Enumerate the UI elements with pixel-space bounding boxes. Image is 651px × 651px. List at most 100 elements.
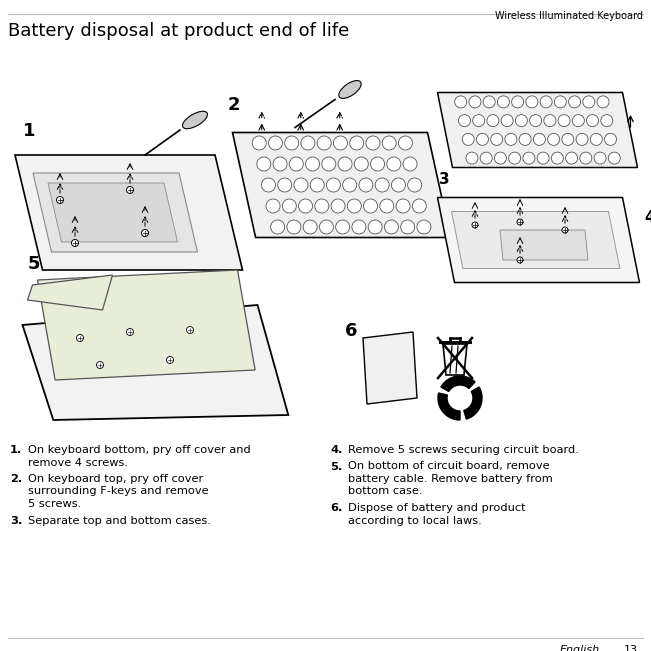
Circle shape xyxy=(497,96,510,108)
Circle shape xyxy=(126,329,133,335)
Circle shape xyxy=(590,133,602,145)
Text: Remove 5 screws securing circuit board.: Remove 5 screws securing circuit board. xyxy=(348,445,579,455)
Polygon shape xyxy=(441,376,475,391)
Circle shape xyxy=(310,178,324,192)
Circle shape xyxy=(252,136,266,150)
Polygon shape xyxy=(363,332,417,404)
Text: remove 4 screws.: remove 4 screws. xyxy=(28,458,128,467)
Circle shape xyxy=(508,152,521,164)
Ellipse shape xyxy=(339,81,361,98)
Circle shape xyxy=(322,157,336,171)
Circle shape xyxy=(400,220,415,234)
Circle shape xyxy=(580,152,592,164)
Polygon shape xyxy=(437,92,637,167)
Text: bottom case.: bottom case. xyxy=(348,486,422,497)
Circle shape xyxy=(271,220,284,234)
Polygon shape xyxy=(452,212,620,268)
Circle shape xyxy=(141,230,148,236)
Text: 3.: 3. xyxy=(10,516,22,525)
Circle shape xyxy=(350,136,364,150)
Circle shape xyxy=(283,199,296,213)
Text: Separate top and bottom cases.: Separate top and bottom cases. xyxy=(28,516,211,525)
Circle shape xyxy=(370,157,385,171)
Circle shape xyxy=(331,199,345,213)
Circle shape xyxy=(403,157,417,171)
Polygon shape xyxy=(48,183,178,242)
Circle shape xyxy=(501,115,513,127)
Circle shape xyxy=(262,178,275,192)
Text: 4.: 4. xyxy=(330,445,342,455)
Circle shape xyxy=(473,115,485,127)
Text: according to local laws.: according to local laws. xyxy=(348,516,482,525)
Circle shape xyxy=(317,136,331,150)
Text: English: English xyxy=(560,645,600,651)
Polygon shape xyxy=(232,133,450,238)
Circle shape xyxy=(354,157,368,171)
Text: 2.: 2. xyxy=(10,474,22,484)
Circle shape xyxy=(375,178,389,192)
Text: 1: 1 xyxy=(23,122,36,140)
Circle shape xyxy=(303,220,317,234)
Circle shape xyxy=(530,115,542,127)
Circle shape xyxy=(126,186,133,193)
Text: surrounding F-keys and remove: surrounding F-keys and remove xyxy=(28,486,208,497)
Circle shape xyxy=(342,178,357,192)
Circle shape xyxy=(601,115,613,127)
Polygon shape xyxy=(15,155,243,270)
Polygon shape xyxy=(437,197,639,283)
Text: battery cable. Remove battery from: battery cable. Remove battery from xyxy=(348,474,553,484)
Circle shape xyxy=(517,219,523,225)
Polygon shape xyxy=(438,393,460,420)
Circle shape xyxy=(558,115,570,127)
Text: On keyboard bottom, pry off cover and: On keyboard bottom, pry off cover and xyxy=(28,445,251,455)
Text: Wireless Illuminated Keyboard: Wireless Illuminated Keyboard xyxy=(495,11,643,21)
Text: 5.: 5. xyxy=(330,462,342,471)
Circle shape xyxy=(551,152,563,164)
Circle shape xyxy=(587,115,598,127)
Circle shape xyxy=(72,240,79,247)
Circle shape xyxy=(305,157,320,171)
Circle shape xyxy=(466,152,478,164)
Circle shape xyxy=(568,96,581,108)
Circle shape xyxy=(526,96,538,108)
Circle shape xyxy=(555,96,566,108)
Circle shape xyxy=(186,327,193,333)
Circle shape xyxy=(273,157,287,171)
Circle shape xyxy=(572,115,585,127)
Text: 5: 5 xyxy=(27,255,40,273)
Circle shape xyxy=(382,136,396,150)
Circle shape xyxy=(268,136,283,150)
Circle shape xyxy=(384,220,398,234)
Circle shape xyxy=(284,136,299,150)
Polygon shape xyxy=(464,387,482,419)
Circle shape xyxy=(519,133,531,145)
Text: On bottom of circuit board, remove: On bottom of circuit board, remove xyxy=(348,462,549,471)
Circle shape xyxy=(472,222,478,228)
Circle shape xyxy=(547,133,560,145)
Text: 4: 4 xyxy=(644,210,651,225)
Circle shape xyxy=(336,220,350,234)
Circle shape xyxy=(477,133,488,145)
Circle shape xyxy=(516,115,527,127)
Text: 13: 13 xyxy=(624,645,638,651)
Circle shape xyxy=(57,197,64,204)
Circle shape xyxy=(96,361,104,368)
Circle shape xyxy=(494,152,506,164)
Circle shape xyxy=(333,136,348,150)
Circle shape xyxy=(352,220,366,234)
Circle shape xyxy=(480,152,492,164)
Circle shape xyxy=(408,178,422,192)
Circle shape xyxy=(294,178,308,192)
Circle shape xyxy=(412,199,426,213)
Circle shape xyxy=(320,220,333,234)
Ellipse shape xyxy=(182,111,208,129)
Circle shape xyxy=(505,133,517,145)
Text: 1.: 1. xyxy=(10,445,22,455)
Polygon shape xyxy=(27,275,113,310)
Circle shape xyxy=(396,199,410,213)
Circle shape xyxy=(537,152,549,164)
Circle shape xyxy=(597,96,609,108)
Circle shape xyxy=(326,178,340,192)
Circle shape xyxy=(287,220,301,234)
Circle shape xyxy=(387,157,401,171)
